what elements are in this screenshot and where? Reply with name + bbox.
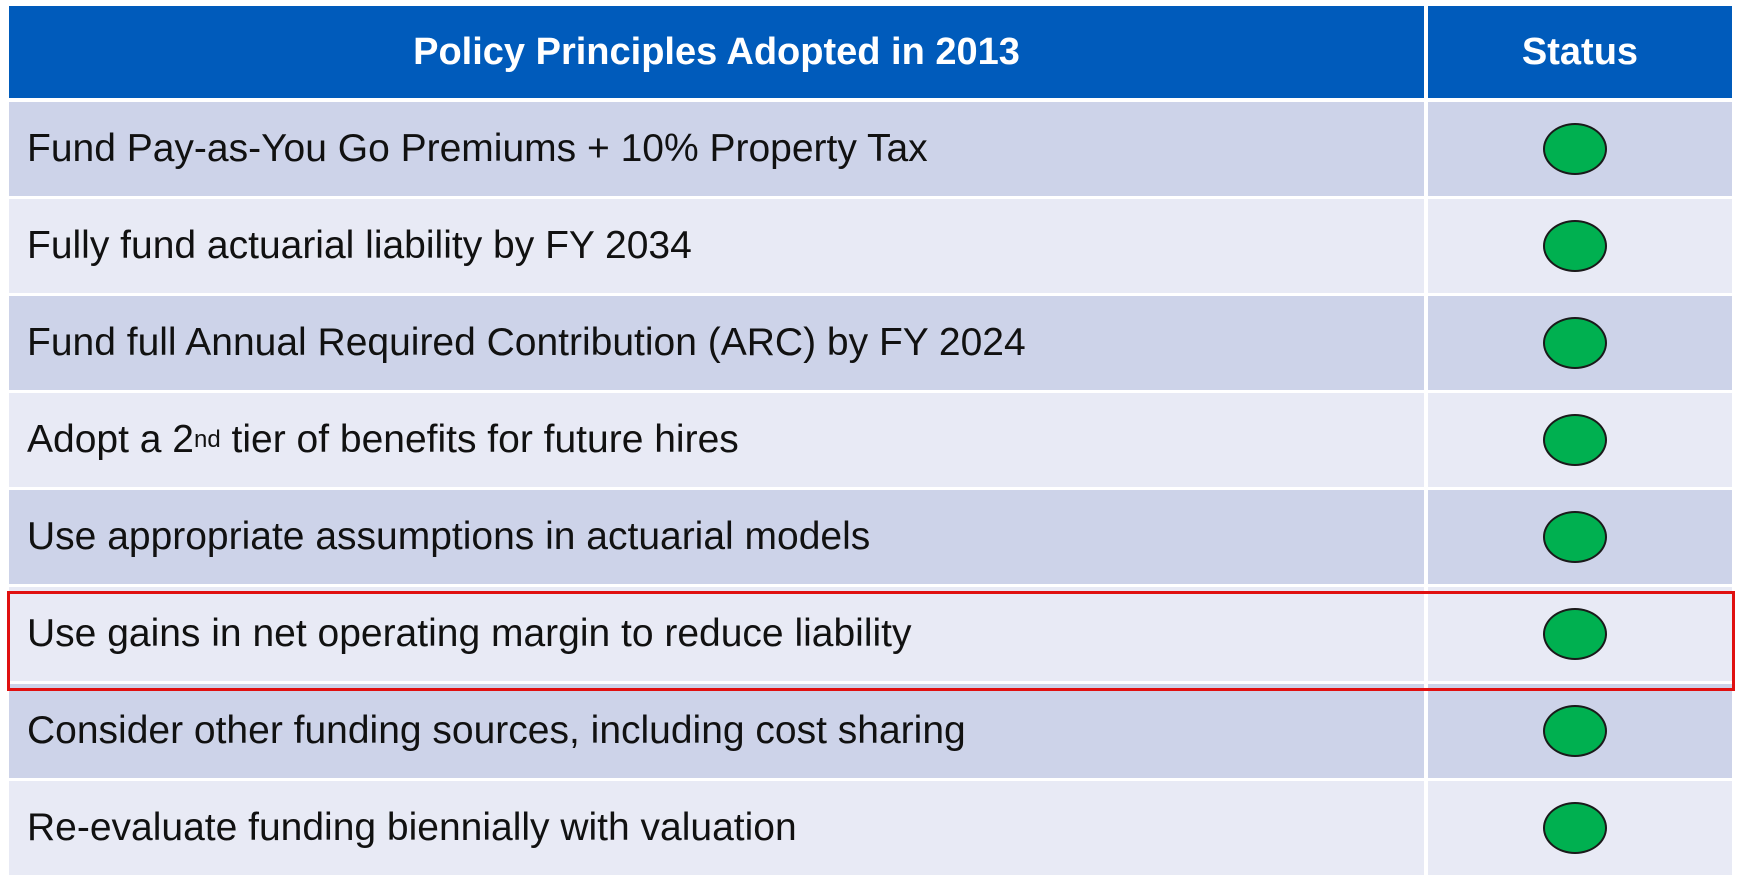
status-indicator	[1543, 317, 1607, 369]
status-indicator	[1543, 705, 1607, 757]
principle-text: Re-evaluate funding biennially with valu…	[27, 806, 797, 849]
principle-text: Fund full Annual Required Contribution (…	[27, 321, 1026, 364]
principle-text: tier of benefits for future hires	[220, 418, 739, 461]
principle-text: Use appropriate assumptions in actuarial…	[27, 515, 871, 558]
principle-cell: Fully fund actuarial liability by FY 203…	[9, 199, 1424, 293]
principle-cell: Use gains in net operating margin to red…	[9, 587, 1424, 681]
principle-text: Use gains in net operating margin to red…	[27, 612, 912, 655]
highlight-box	[7, 591, 1735, 691]
status-indicator	[1543, 608, 1607, 660]
header-cell: Policy Principles Adopted in 2013	[9, 6, 1424, 98]
principle-text: Fund Pay-as-You Go Premiums + 10% Proper…	[27, 127, 928, 170]
principle-cell: Use appropriate assumptions in actuarial…	[9, 490, 1424, 584]
principle-cell: Re-evaluate funding biennially with valu…	[9, 781, 1424, 875]
principle-cell: Fund full Annual Required Contribution (…	[9, 296, 1424, 390]
principle-text: Fully fund actuarial liability by FY 203…	[27, 224, 692, 267]
principle-text: Consider other funding sources, includin…	[27, 709, 966, 752]
principle-cell: Consider other funding sources, includin…	[9, 684, 1424, 778]
principle-text: Adopt a 2	[27, 418, 194, 461]
status-indicator	[1543, 414, 1607, 466]
status-indicator	[1543, 511, 1607, 563]
header-cell: Status	[1428, 6, 1732, 98]
principle-cell: Fund Pay-as-You Go Premiums + 10% Proper…	[9, 102, 1424, 196]
status-indicator	[1543, 802, 1607, 854]
status-indicator	[1543, 220, 1607, 272]
status-indicator	[1543, 123, 1607, 175]
